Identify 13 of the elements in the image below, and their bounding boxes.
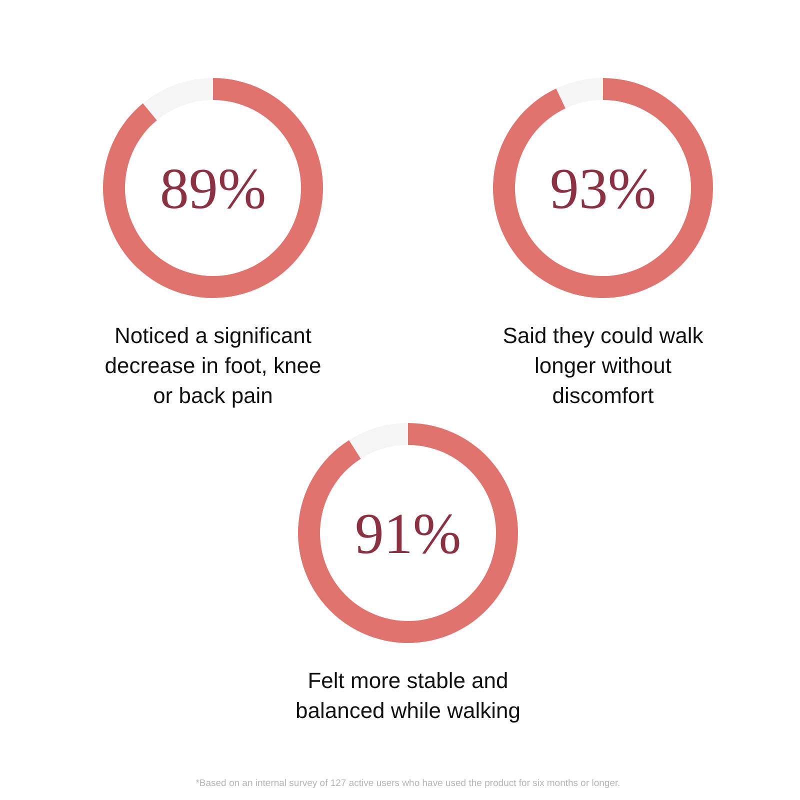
donut-slice bbox=[493, 78, 713, 298]
donut-slice bbox=[298, 423, 518, 643]
donut-slice bbox=[556, 78, 603, 108]
text: Said they could walk longer without discomfort bbox=[502, 323, 704, 408]
donut-slice bbox=[349, 423, 408, 459]
data-label: 93% bbox=[550, 156, 656, 221]
donut-slice bbox=[142, 78, 213, 120]
data-label: 91% bbox=[354, 501, 462, 566]
text: Noticed a significant decrease in foot, knee or back pain bbox=[104, 323, 322, 408]
donut-slice bbox=[103, 78, 323, 298]
text: *Based on an internal survey of 127 active users who have used the product for six months or longer. bbox=[196, 778, 620, 789]
data-label: 89% bbox=[160, 156, 266, 221]
text: Felt more stable and balanced while walking bbox=[295, 668, 521, 723]
